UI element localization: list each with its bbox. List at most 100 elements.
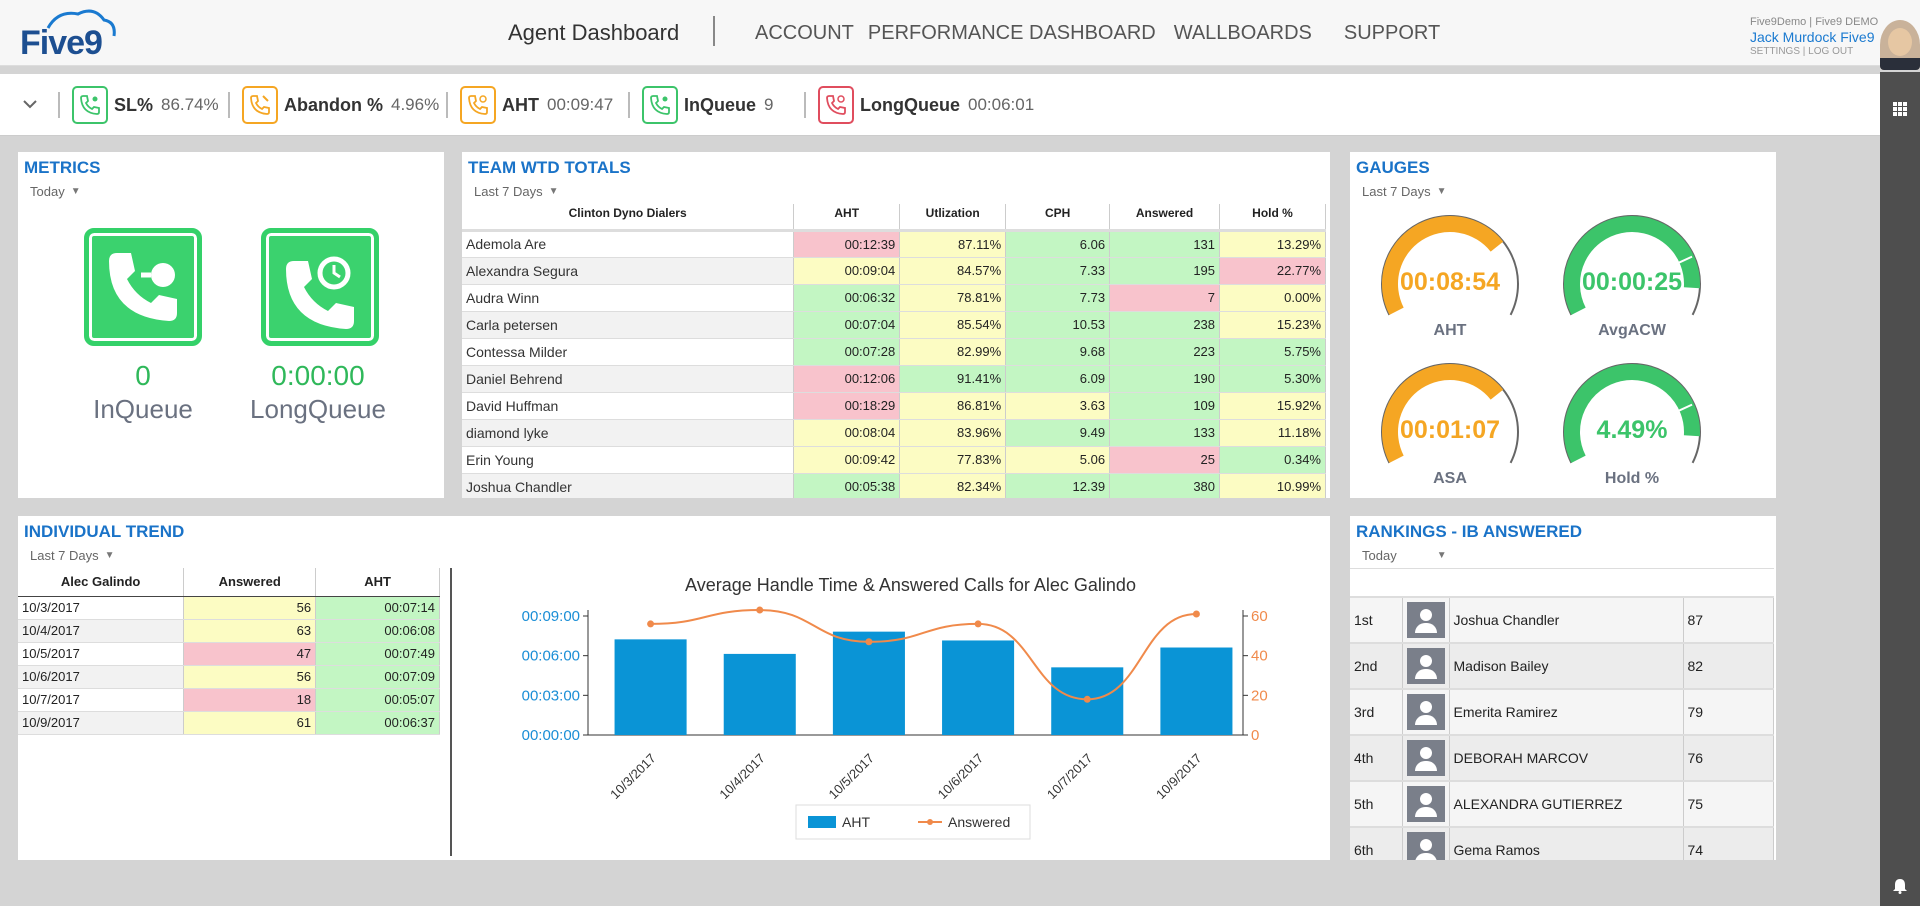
answered-cell: 380 (1109, 473, 1221, 498)
list-item[interactable]: 6th Gema Ramos 74 (1350, 827, 1774, 860)
right-tick-label: 40 (1251, 648, 1268, 665)
nav-performance-dashboard[interactable]: PERFORMANCE DASHBOARD (867, 22, 1156, 44)
gauge-value: 00:08:54 (1399, 268, 1501, 296)
table-row[interactable]: Ademola Are 00:12:39 87.11% 6.06 131 13.29% (462, 230, 1326, 258)
col-header-answered[interactable]: Answered (183, 568, 317, 597)
settings-link[interactable]: SETTINGS (1750, 46, 1801, 57)
answered-cell: 223 (1109, 338, 1221, 366)
right-tick-label: 60 (1251, 608, 1268, 625)
metrics-filter-dropdown[interactable]: Today ▼ (30, 184, 81, 199)
team-filter-dropdown[interactable]: Last 7 Days ▼ (474, 184, 559, 199)
stat-abandon[interactable]: Abandon % 4.96% (242, 86, 439, 124)
rank-avatar-cell (1402, 643, 1450, 690)
table-row[interactable]: Contessa Milder 00:07:28 82.99% 9.68 223 5.75… (462, 338, 1326, 366)
col-header-team[interactable]: Clinton Dyno Dialers (462, 204, 795, 232)
table-row[interactable]: 10/7/2017 18 00:05:07 (18, 688, 440, 712)
col-header-aht[interactable]: AHT (793, 204, 901, 232)
list-item[interactable]: 2nd Madison Bailey 82 (1350, 643, 1774, 690)
stat-inqueue[interactable]: InQueue 9 (642, 86, 773, 124)
col-header-cph[interactable]: CPH (1005, 204, 1111, 232)
team-totals-panel: TEAM WTD TOTALS Last 7 Days ▼ Clinton Dyn… (462, 152, 1330, 498)
table-row[interactable]: Daniel Behrend 00:12:06 91.41% 6.09 190 5.30% (462, 365, 1326, 393)
stat-divider (628, 92, 630, 118)
table-row[interactable]: 10/9/2017 61 00:06:37 (18, 711, 440, 735)
stat-value: 9 (764, 95, 774, 114)
gauge-arc (1381, 363, 1519, 464)
table-row[interactable]: 10/5/2017 47 00:07:49 (18, 642, 440, 666)
five9-logo[interactable]: Five9 (18, 8, 118, 62)
stat-value: 86.74% (161, 95, 219, 114)
user-placeholder-icon (1406, 648, 1445, 684)
bell-icon[interactable] (1892, 878, 1908, 894)
phone-longqueue-icon (818, 86, 854, 124)
gauge-arc (1563, 363, 1701, 464)
rank-header-row (1350, 568, 1774, 598)
list-item[interactable]: 5th ALEXANDRA GUTIERREZ 75 (1350, 781, 1774, 828)
table-row[interactable]: Carla petersen 00:07:04 85.54% 10.53 238 15.2… (462, 311, 1326, 339)
apps-grid-icon[interactable] (1893, 102, 1908, 117)
gauge-tick (1495, 403, 1511, 413)
list-item[interactable]: 4th DEBORAH MARCOV 76 (1350, 735, 1774, 782)
rank-agent-name: Joshua Chandler (1449, 598, 1684, 644)
chevron-down-icon[interactable] (20, 94, 40, 114)
list-item[interactable]: 3rd Emerita Ramirez 79 (1350, 689, 1774, 736)
answered-point (974, 620, 982, 628)
cph-cell: 10.53 (1005, 311, 1111, 339)
user-placeholder-icon (1406, 786, 1445, 822)
nav-account[interactable]: ACCOUNT (755, 22, 854, 44)
table-row[interactable]: 10/6/2017 56 00:07:09 (18, 665, 440, 689)
panel-title: METRICS (24, 158, 101, 177)
hold-cell: 5.75% (1219, 338, 1326, 366)
aht-cell: 00:09:04 (793, 257, 901, 285)
table-row[interactable]: Alexandra Segura 00:09:04 84.57% 7.33 195 22.… (462, 257, 1326, 285)
nav-wallboards[interactable]: WALLBOARDS (1173, 22, 1312, 44)
table-row[interactable]: Joshua Chandler 00:05:38 82.34% 12.39 380 10.… (462, 473, 1326, 498)
logout-link[interactable]: LOG OUT (1808, 46, 1854, 57)
rank-agent-name: Emerita Ramirez (1449, 689, 1684, 736)
rank-agent-name: Madison Bailey (1449, 643, 1684, 690)
table-row[interactable]: 10/3/2017 56 00:07:14 (18, 596, 440, 620)
hold-cell: 5.30% (1219, 365, 1326, 393)
col-header-hold[interactable]: Hold % (1219, 204, 1326, 232)
list-item[interactable]: 1st Joshua Chandler 87 (1350, 598, 1774, 644)
table-row[interactable]: Erin Young 00:09:42 77.83% 5.06 25 0.34% (462, 446, 1326, 474)
trend-table: Alec Galindo Answered AHT 10/3/2017 56 00:… (18, 568, 440, 735)
x-tick-label: 10/6/2017 (935, 751, 987, 803)
table-row[interactable]: diamond lyke 00:08:04 83.96% 9.49 133 11.18% (462, 419, 1326, 447)
col-header-agent[interactable]: Alec Galindo (18, 568, 185, 597)
stat-aht[interactable]: AHT 00:09:47 (460, 86, 613, 124)
rank-avatar-cell (1402, 781, 1450, 828)
x-tick-label: 10/5/2017 (826, 751, 878, 803)
gauges-filter-dropdown[interactable]: Last 7 Days ▼ (1362, 184, 1447, 199)
utilization-cell: 78.81% (899, 284, 1007, 312)
col-header-answered[interactable]: Answered (1109, 204, 1221, 232)
agent-name-cell: diamond lyke (462, 419, 795, 447)
rankings-filter-dropdown[interactable]: Today ▼ (1362, 548, 1447, 563)
table-row[interactable]: David Huffman 00:18:29 86.81% 3.63 109 15.92% (462, 392, 1326, 420)
org-name: Five9Demo | Five9 DEMO (1750, 16, 1879, 28)
left-tick-label: 00:06:00 (522, 648, 580, 665)
legend-aht-swatch (808, 816, 836, 828)
answered-cell: 63 (183, 619, 317, 643)
stat-longqueue[interactable]: LongQueue 00:06:01 (818, 86, 1034, 124)
rank-position: 6th (1350, 827, 1403, 860)
answered-cell: 7 (1109, 284, 1221, 312)
gauge-label: AvgACW (1598, 322, 1666, 339)
rank-agent-name: Gema Ramos (1449, 827, 1684, 860)
nav-support[interactable]: SUPPORT (1343, 22, 1441, 44)
aht-bar (723, 653, 796, 735)
col-header-aht[interactable]: AHT (315, 568, 440, 597)
table-row[interactable]: Audra Winn 00:06:32 78.81% 7.73 7 0.00% (462, 284, 1326, 312)
rank-value: 74 (1683, 827, 1774, 860)
stat-sl[interactable]: SL% 86.74% (72, 86, 219, 124)
aht-cell: 00:07:09 (315, 665, 440, 689)
trend-filter-dropdown[interactable]: Last 7 Days ▼ (30, 548, 115, 563)
rank-agent-name: DEBORAH MARCOV (1449, 735, 1684, 782)
col-header-util[interactable]: Utlization (899, 204, 1007, 232)
user-name[interactable]: Jack Murdock Five9 (1750, 29, 1875, 45)
table-row[interactable]: 10/4/2017 63 00:06:08 (18, 619, 440, 643)
top-header: Five9 Agent Dashboard ACCOUNT PERFORMANC… (0, 0, 1920, 70)
rankings-panel: RANKINGS - IB ANSWERED Today ▼ 1st Joshua … (1350, 516, 1776, 860)
user-avatar[interactable] (1880, 20, 1920, 70)
answered-cell: 238 (1109, 311, 1221, 339)
